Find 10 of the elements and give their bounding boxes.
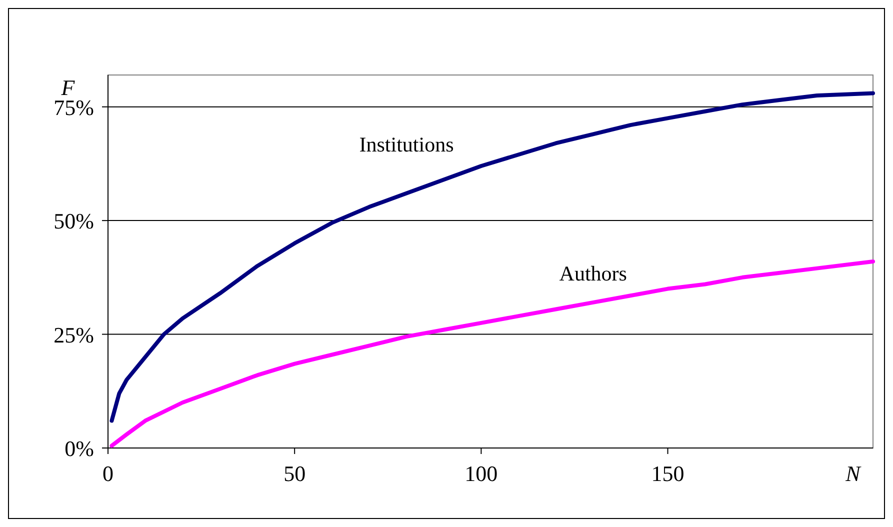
- x-tick-label: 150: [651, 461, 684, 486]
- y-tick-label: 0%: [64, 436, 94, 461]
- x-tick-label: 0: [102, 461, 114, 486]
- y-tick-label: 25%: [54, 322, 94, 348]
- x-axis-title: N: [844, 461, 862, 486]
- y-tick-label: 50%: [54, 208, 94, 234]
- series-label: Authors: [559, 261, 627, 286]
- x-tick-label: 50: [284, 461, 306, 486]
- series-label: Institutions: [359, 132, 454, 156]
- x-tick-label: 100: [464, 461, 498, 486]
